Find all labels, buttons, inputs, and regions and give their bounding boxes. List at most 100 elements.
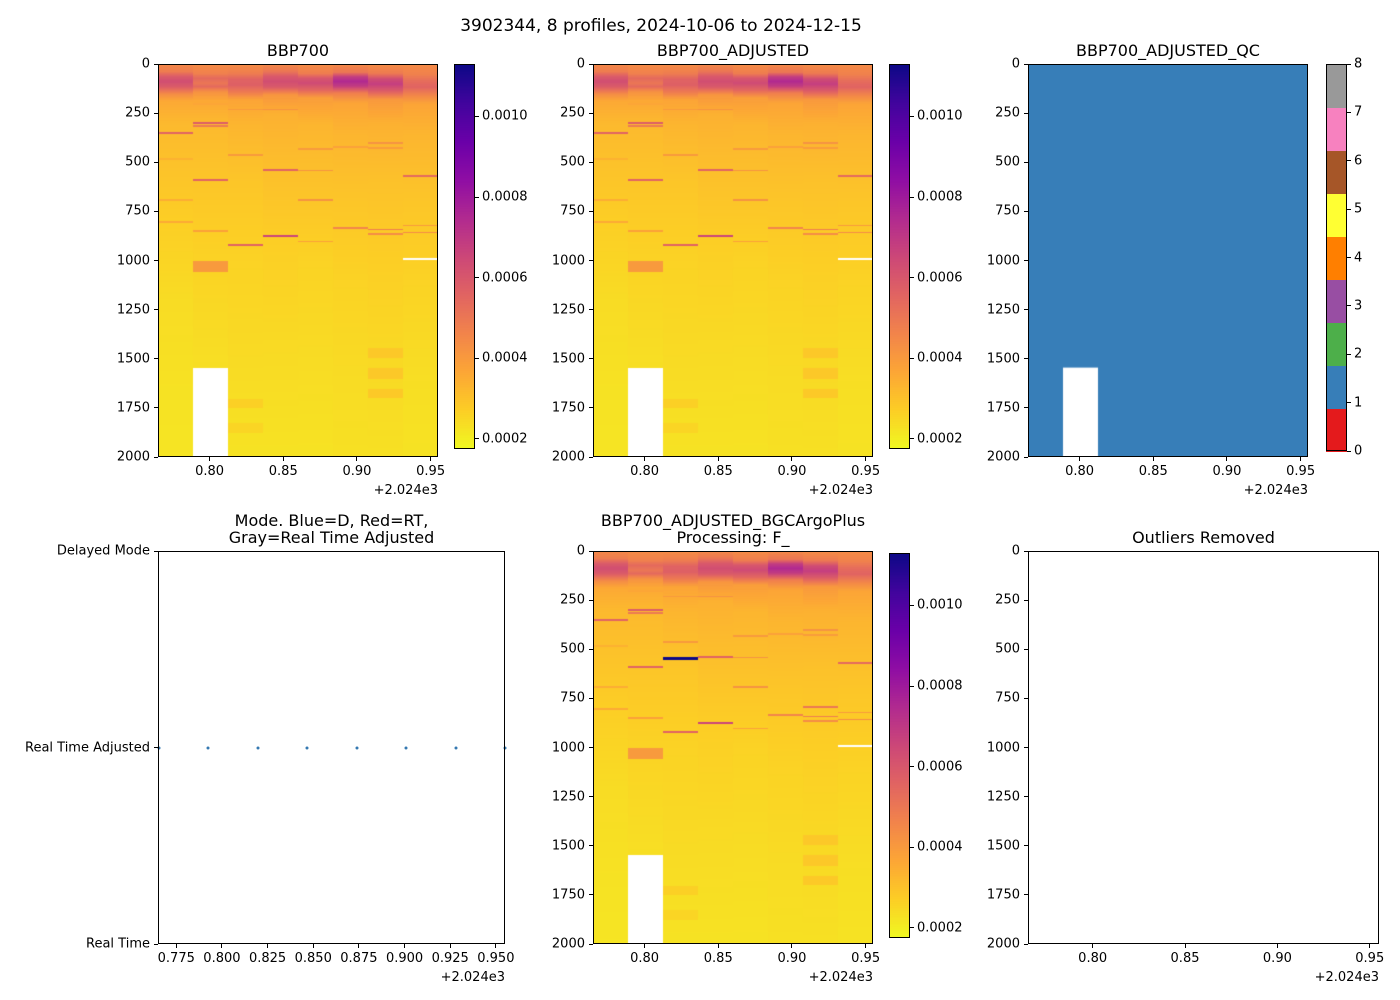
colorbar-tick-label: 0.0004 bbox=[482, 350, 528, 366]
y-tick-mark bbox=[154, 550, 158, 552]
y-tick-mark bbox=[1024, 407, 1028, 409]
mode-data-point bbox=[305, 746, 309, 749]
y-tick-label: 2000 bbox=[116, 449, 150, 465]
x-axis-offset-label: +2.024e3 bbox=[440, 970, 505, 985]
x-tick-mark bbox=[356, 457, 358, 461]
y-tick-label: 1000 bbox=[551, 253, 585, 268]
mode-data-point bbox=[206, 746, 210, 749]
colorbar-tick-label: 5 bbox=[1354, 201, 1363, 217]
x-tick-label: 0.90 bbox=[1262, 951, 1292, 966]
colorbar-tick-label: 0.0008 bbox=[482, 189, 528, 205]
qc-colorbar-segment-7 bbox=[1326, 107, 1347, 151]
colorbar-tick-mark bbox=[475, 438, 479, 440]
x-tick-mark bbox=[358, 944, 360, 948]
y-tick-mark bbox=[154, 63, 158, 65]
y-tick-mark bbox=[1024, 550, 1028, 552]
qc-colorbar-segment-8 bbox=[1326, 64, 1347, 108]
x-tick-label: 0.85 bbox=[1170, 951, 1200, 966]
subplot-title-mode: Mode. Blue=D, Red=RT, Gray=Real Time Adj… bbox=[228, 511, 435, 547]
x-tick-mark bbox=[221, 944, 223, 948]
colorbar-gradient-bgc bbox=[889, 553, 910, 938]
qc-colorbar-segment-5 bbox=[1326, 193, 1347, 237]
x-tick-mark bbox=[404, 944, 406, 948]
y-tick-label: 1750 bbox=[551, 887, 585, 903]
y-tick-mark bbox=[1024, 112, 1028, 114]
y-tick-label: 1750 bbox=[116, 400, 150, 416]
heatmap-canvas-bbp700_adjusted bbox=[593, 64, 873, 457]
heatmap-canvas-bgc bbox=[593, 551, 873, 944]
y-tick-label: Delayed Mode bbox=[56, 543, 150, 559]
colorbar-tick-mark bbox=[475, 277, 479, 279]
qc-colorbar-segment-6 bbox=[1326, 150, 1347, 194]
x-tick-mark bbox=[644, 944, 646, 948]
subplot-title-bgc: BBP700_ADJUSTED_BGCArgoPlus Processing: … bbox=[600, 511, 866, 547]
colorbar-tick-label: 0.0006 bbox=[917, 759, 963, 775]
y-tick-mark bbox=[1024, 210, 1028, 212]
x-tick-label: 0.825 bbox=[248, 951, 287, 966]
x-tick-mark bbox=[791, 944, 793, 948]
x-tick-mark bbox=[449, 944, 451, 948]
y-tick-label: 500 bbox=[560, 154, 585, 170]
x-tick-label: 0.900 bbox=[385, 951, 424, 966]
x-tick-mark bbox=[865, 944, 867, 948]
qc-colorbar-segment-1 bbox=[1326, 365, 1347, 409]
y-tick-mark bbox=[589, 796, 593, 798]
y-tick-mark bbox=[1024, 747, 1028, 748]
qc-colorbar-segment-2 bbox=[1326, 322, 1347, 366]
y-tick-label: 1000 bbox=[116, 253, 150, 268]
x-axis-offset-label: +2.024e3 bbox=[808, 483, 873, 498]
colorbar-tick-label: 0.0008 bbox=[917, 189, 963, 205]
x-tick-label: 0.80 bbox=[195, 464, 225, 479]
y-tick-label: 1500 bbox=[986, 838, 1020, 854]
colorbar-tick-label: 0.0004 bbox=[917, 350, 963, 366]
x-tick-label: 0.80 bbox=[1065, 464, 1095, 479]
y-tick-mark bbox=[1024, 697, 1028, 699]
x-tick-mark bbox=[1079, 457, 1081, 461]
figure-suptitle: 3902344, 8 profiles, 2024-10-06 to 2024-… bbox=[460, 16, 862, 36]
y-tick-label: 500 bbox=[995, 641, 1020, 657]
y-tick-label: 2000 bbox=[986, 449, 1020, 465]
x-axis-offset-label: +2.024e3 bbox=[1243, 483, 1308, 498]
x-tick-label: 0.850 bbox=[294, 951, 332, 966]
colorbar-tick-label: 0.0008 bbox=[917, 678, 963, 694]
y-tick-label: 0 bbox=[576, 56, 585, 72]
y-tick-mark bbox=[1024, 358, 1028, 360]
colorbar-tick-mark bbox=[475, 196, 479, 198]
mode-data-point bbox=[404, 746, 408, 749]
y-tick-mark bbox=[154, 210, 158, 212]
x-tick-mark bbox=[717, 457, 719, 461]
colorbar-tick-label: 1 bbox=[1354, 395, 1363, 411]
x-tick-label: 0.90 bbox=[777, 951, 807, 966]
subplot-title-bbp700: BBP700 bbox=[266, 41, 330, 60]
y-tick-label: 250 bbox=[125, 105, 150, 121]
colorbar-tick-label: 8 bbox=[1354, 56, 1363, 72]
x-tick-mark bbox=[1152, 457, 1154, 461]
y-tick-mark bbox=[1024, 456, 1028, 458]
colorbar-tick-mark bbox=[910, 604, 914, 606]
colorbar-tick-mark bbox=[1347, 257, 1351, 258]
x-tick-mark bbox=[1276, 944, 1278, 948]
qc-colorbar-segment-4 bbox=[1326, 236, 1347, 280]
y-tick-mark bbox=[589, 550, 593, 552]
y-tick-label: 1750 bbox=[551, 400, 585, 416]
y-tick-label: 0 bbox=[141, 56, 150, 72]
colorbar-tick-mark bbox=[910, 685, 914, 687]
colorbar-tick-mark bbox=[1347, 208, 1351, 210]
y-tick-mark bbox=[1024, 894, 1028, 896]
x-axis-offset-label: +2.024e3 bbox=[808, 970, 873, 985]
y-tick-mark bbox=[154, 260, 158, 261]
y-tick-label: 2000 bbox=[551, 936, 585, 952]
colorbar-tick-mark bbox=[910, 196, 914, 198]
y-tick-label: 0 bbox=[576, 543, 585, 559]
y-tick-label: 1000 bbox=[986, 253, 1020, 268]
x-tick-mark bbox=[644, 457, 646, 461]
y-tick-mark bbox=[589, 309, 593, 311]
y-tick-mark bbox=[589, 648, 593, 650]
y-tick-mark bbox=[154, 456, 158, 458]
x-tick-label: 0.95 bbox=[851, 951, 881, 966]
y-tick-mark bbox=[589, 210, 593, 212]
x-tick-label: 0.90 bbox=[1212, 464, 1242, 479]
y-tick-mark bbox=[589, 599, 593, 601]
plot-frame-outliers bbox=[1028, 551, 1379, 944]
y-tick-label: 1500 bbox=[551, 351, 585, 367]
